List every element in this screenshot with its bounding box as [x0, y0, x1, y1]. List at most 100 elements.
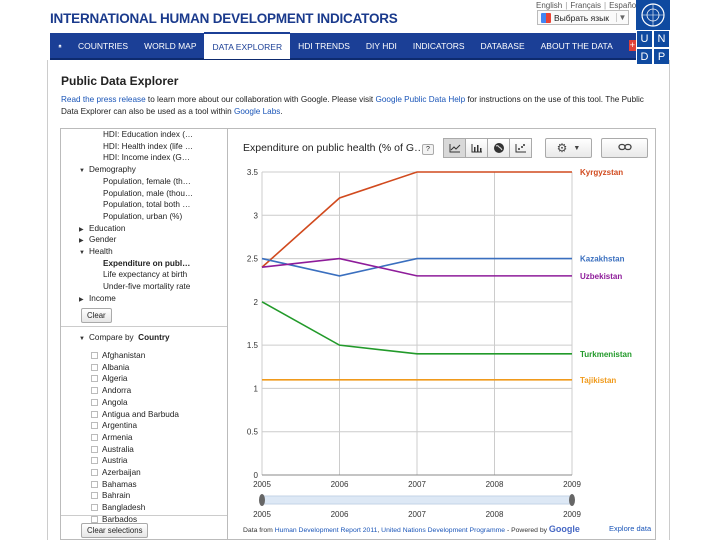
country-checkbox-item[interactable]: Algeria	[91, 374, 128, 383]
country-checkbox-item[interactable]: Azerbaijan	[91, 468, 141, 477]
country-checkbox-item[interactable]: Albania	[91, 363, 129, 372]
tree-item[interactable]: Life expectancy at birth	[103, 270, 188, 280]
y-tick-label: 0	[254, 471, 259, 480]
google-logo: Google	[548, 524, 580, 534]
indicator-sidebar: HDI: Education index (… HDI: Health index…	[60, 128, 227, 540]
settings-menu-button[interactable]: ⚙ ▼	[545, 138, 592, 158]
tree-item[interactable]: HDI: Income index (G…	[103, 153, 190, 163]
country-checkbox-item[interactable]: Bangladesh	[91, 503, 145, 512]
tree-item[interactable]: ▶ Education	[79, 223, 126, 233]
checkbox[interactable]	[91, 375, 98, 383]
checkbox[interactable]	[91, 457, 98, 465]
country-checkbox-item[interactable]: Bahamas	[91, 480, 137, 489]
google-labs-link[interactable]: Google Labs	[233, 107, 281, 116]
checkbox[interactable]	[91, 469, 98, 476]
checkbox[interactable]	[91, 422, 98, 430]
nav-database[interactable]: DATABASE	[480, 40, 525, 51]
link-button[interactable]	[601, 138, 648, 158]
nav-data-explorer[interactable]: DATA EXPLORER	[204, 32, 291, 59]
lang-french[interactable]: Français	[570, 1, 602, 10]
x-tick-label: 2008	[486, 480, 504, 489]
tree-item[interactable]: Population, total both …	[103, 200, 191, 210]
un-emblem-icon	[636, 0, 670, 30]
google-translate-icon	[541, 12, 551, 23]
chevron-right-icon: ▶	[79, 238, 84, 245]
press-release-link[interactable]: Read the press release	[61, 95, 146, 104]
country-checkbox-item[interactable]: Angola	[91, 398, 128, 407]
help-button[interactable]: ?	[422, 144, 434, 155]
clear-selections-button[interactable]: Clear selections	[81, 523, 149, 538]
lang-spanish[interactable]: Español	[609, 1, 639, 10]
tree-item[interactable]: Under-five mortality rate	[103, 282, 191, 292]
content-frame	[47, 60, 670, 540]
series-line-turkmenistan	[261, 301, 572, 355]
nav-about-the-data[interactable]: ABOUT THE DATA	[540, 40, 613, 51]
gear-icon: ⚙	[556, 141, 568, 155]
tree-item[interactable]: HDI: Education index (…	[103, 130, 194, 139]
language-switcher: English | Français | Español	[536, 1, 639, 10]
country-checkbox-item[interactable]: Afghanistan	[91, 351, 145, 360]
country-checkbox-item[interactable]: Austria	[91, 456, 127, 465]
slider-year-label: 2006	[331, 510, 349, 519]
nav-countries[interactable]: COUNTRIES	[78, 40, 129, 51]
chart-title[interactable]: Expenditure on public health (% of G…	[243, 142, 425, 154]
home-icon[interactable]	[50, 32, 70, 59]
x-tick-label: 2007	[408, 480, 426, 489]
country-checkbox-item[interactable]: Antigua and Barbuda	[91, 410, 179, 419]
tree-item[interactable]: Expenditure on publ…	[103, 258, 191, 268]
y-tick-label: 1	[254, 384, 259, 393]
clear-button[interactable]: Clear	[81, 308, 112, 323]
slider-year-label: 2009	[563, 510, 581, 519]
tree-item[interactable]: ▶ Income	[79, 293, 116, 303]
country-checkbox-item[interactable]: Barbados	[91, 515, 137, 524]
slider-year-label: 2005	[253, 510, 271, 519]
explore-data-link[interactable]: Explore data	[609, 524, 652, 533]
checkbox[interactable]	[91, 410, 98, 418]
tree-item[interactable]: ▼ Demography	[79, 165, 136, 175]
country-checkbox-item[interactable]: Argentina	[91, 421, 137, 430]
chevron-down-icon: ▼	[79, 168, 85, 175]
tree-item[interactable]: HDI: Health index (life …	[103, 141, 194, 151]
lang-english[interactable]: English	[536, 1, 563, 10]
country-checkbox-item[interactable]: Bahrain	[91, 491, 130, 500]
intro-text: Read the press release to learn more abo…	[61, 95, 644, 116]
nav-hdi-trends[interactable]: HDI TRENDS	[298, 40, 350, 51]
checkbox[interactable]	[91, 504, 98, 512]
checkbox[interactable]	[91, 433, 98, 441]
nav-indicators[interactable]: INDICATORS	[412, 40, 465, 51]
tree-item[interactable]: Population, urban (%)	[103, 211, 183, 221]
checkbox[interactable]	[91, 515, 98, 523]
tree-item[interactable]: ▼ Health	[79, 247, 113, 256]
checkbox[interactable]	[91, 445, 98, 453]
hdr-2011-link[interactable]: Human Development Report 2011	[274, 527, 378, 534]
chevron-right-icon: ▶	[79, 226, 84, 233]
chevron-right-icon: ▶	[79, 296, 84, 303]
checkbox[interactable]	[91, 480, 98, 488]
compare-by-selector[interactable]: ▼ Compare by Country	[79, 333, 170, 342]
country-checkbox-item[interactable]: Australia	[91, 445, 134, 454]
checkbox[interactable]	[91, 398, 98, 406]
site-brand-title: INTERNATIONAL HUMAN DEVELOPMENT INDICATO…	[50, 11, 398, 26]
map-globe-icon[interactable]	[487, 138, 510, 158]
series-line-kazakhstan	[261, 257, 572, 277]
nav-diy-hdi[interactable]: DIY HDI	[365, 40, 397, 51]
tree-item[interactable]: Population, male (thou…	[103, 188, 194, 198]
checkbox[interactable]	[91, 363, 98, 371]
add-icon[interactable]: +	[628, 40, 636, 51]
nav-world-map[interactable]: WORLD MAP	[144, 40, 197, 51]
translate-dropdown[interactable]: Выбрать язык ▼	[537, 10, 629, 25]
scatter-chart-icon[interactable]	[509, 138, 532, 158]
country-checkbox-item[interactable]: Andorra	[91, 386, 131, 395]
tree-item[interactable]: ▶ Gender	[79, 235, 117, 245]
y-tick-label: 1.5	[247, 341, 259, 350]
undp-link[interactable]: United Nations Development Programme	[381, 527, 506, 534]
checkbox[interactable]	[91, 492, 98, 500]
chevron-down-icon: ▼	[616, 13, 628, 22]
public-data-help-link[interactable]: Google Public Data Help	[375, 95, 466, 104]
tree-item[interactable]: Population, female (th…	[103, 176, 191, 186]
checkbox[interactable]	[91, 387, 98, 395]
checkbox[interactable]	[91, 352, 98, 359]
country-checkbox-item[interactable]: Armenia	[91, 433, 133, 442]
